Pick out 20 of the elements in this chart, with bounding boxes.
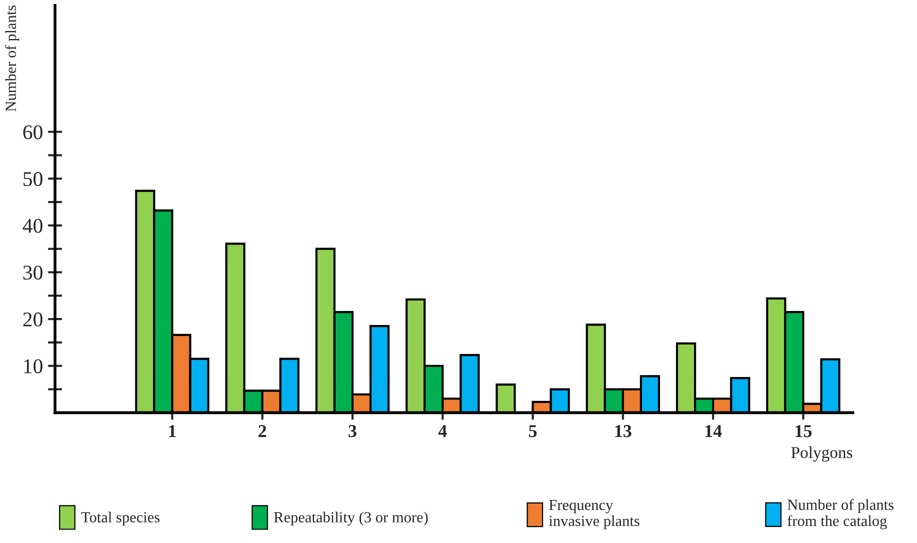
legend-label: Total species: [81, 512, 160, 526]
x-tick-label: 2: [258, 425, 266, 438]
x-tick-label: 13: [615, 425, 632, 438]
x-tick-label: 3: [348, 425, 356, 438]
y-tick-label: 10: [24, 359, 42, 374]
x-axis-title: Polygons: [791, 446, 852, 462]
x-tick-label: 5: [529, 425, 537, 438]
y-tick-label: 30: [23, 266, 42, 280]
legend-label: Frequency invasive plants: [548, 500, 640, 530]
y-tick-label: 50: [24, 172, 42, 186]
y-tick-label: 60: [23, 125, 42, 140]
legend-label: Repeatability (3 or more): [274, 512, 428, 526]
x-tick-label: 1: [169, 425, 176, 438]
y-tick-label: 20: [23, 312, 42, 326]
x-tick-label: 4: [438, 425, 447, 438]
y-axis-title: Number of plants: [5, 5, 20, 112]
y-tick-label: 40: [22, 218, 42, 233]
x-tick-label: 14: [706, 425, 722, 438]
legend-label: Number of plants from the catalog: [788, 499, 894, 530]
x-tick-label: 15: [796, 425, 812, 438]
